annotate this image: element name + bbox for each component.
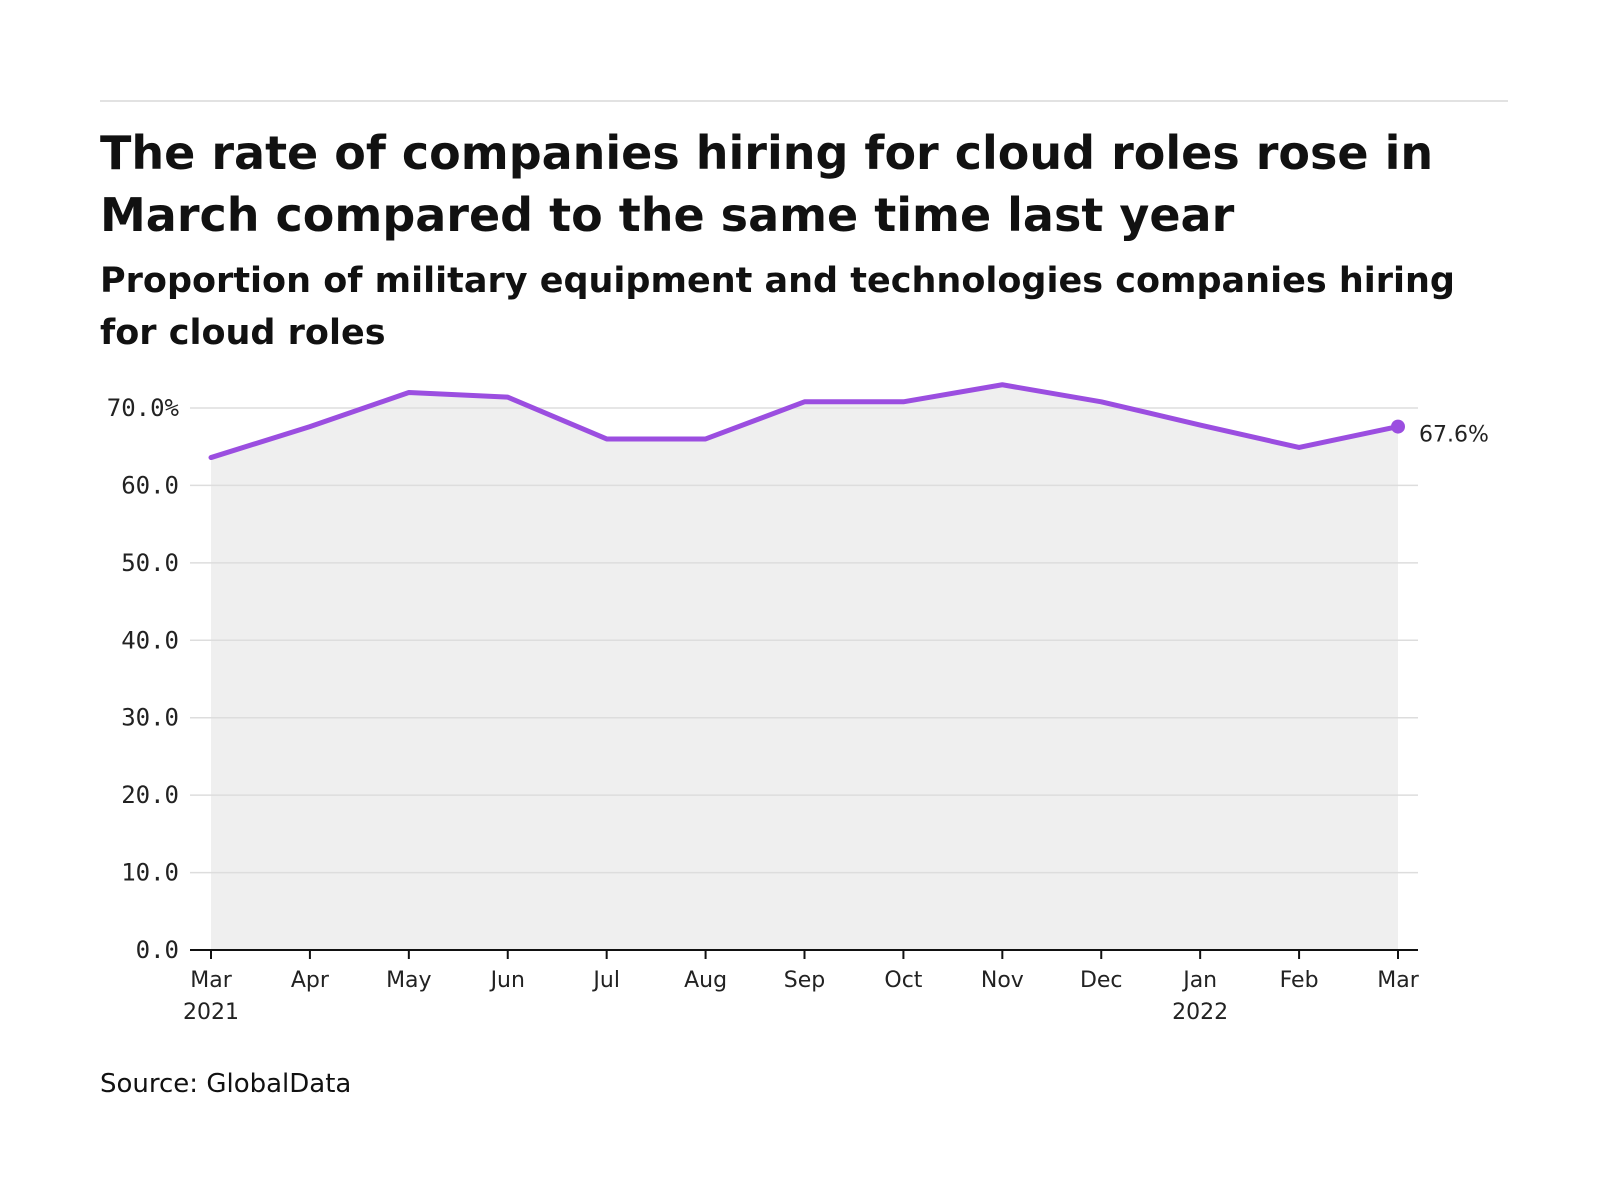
area-fill [211,384,1398,950]
x-tick-label: Mar [1377,968,1419,993]
y-tick-label: 0.0 [136,936,179,964]
y-tick-label: 50.0 [121,549,179,577]
y-tick-label: 30.0 [121,704,179,732]
x-tick-label: Jan [1181,968,1217,993]
chart-subtitle: Proportion of military equipment and tec… [100,261,1455,353]
source-note: Source: GlobalData [100,1069,352,1099]
end-value-label: 67.6% [1419,423,1489,448]
x-tick-label: Jun [489,968,525,993]
y-tick-label: 10.0 [121,859,179,887]
y-tick-label: 40.0 [121,626,179,654]
x-tick-label: Dec [1080,968,1123,993]
series-line [208,382,1401,461]
x-tick-year-label: 2021 [183,1000,239,1025]
top-rule [100,100,1508,102]
x-tick-label: Apr [291,968,330,993]
y-tick-label: 20.0 [121,781,179,809]
x-tick-label: Oct [884,968,922,993]
x-tick-label: Jul [591,968,620,993]
x-tick-label: Sep [784,968,825,993]
x-tick-label: Nov [981,968,1024,993]
x-tick-label: Feb [1280,968,1319,993]
x-tick-year-label: 2022 [1172,1000,1228,1025]
end-point [1391,419,1405,434]
x-tick-label: May [386,968,431,993]
y-tick-label: 60.0 [121,471,179,499]
chart-title: The rate of companies hiring for cloud r… [100,126,1434,242]
line-chart: 0.0 10.0 20.0 30.0 40.0 50.0 60.0 70.0% Mar 2021 A… [107,382,1489,1025]
x-tick-label: Mar [190,968,232,993]
y-tick-label: 70.0% [107,394,180,422]
x-tick-label: Aug [684,968,727,993]
